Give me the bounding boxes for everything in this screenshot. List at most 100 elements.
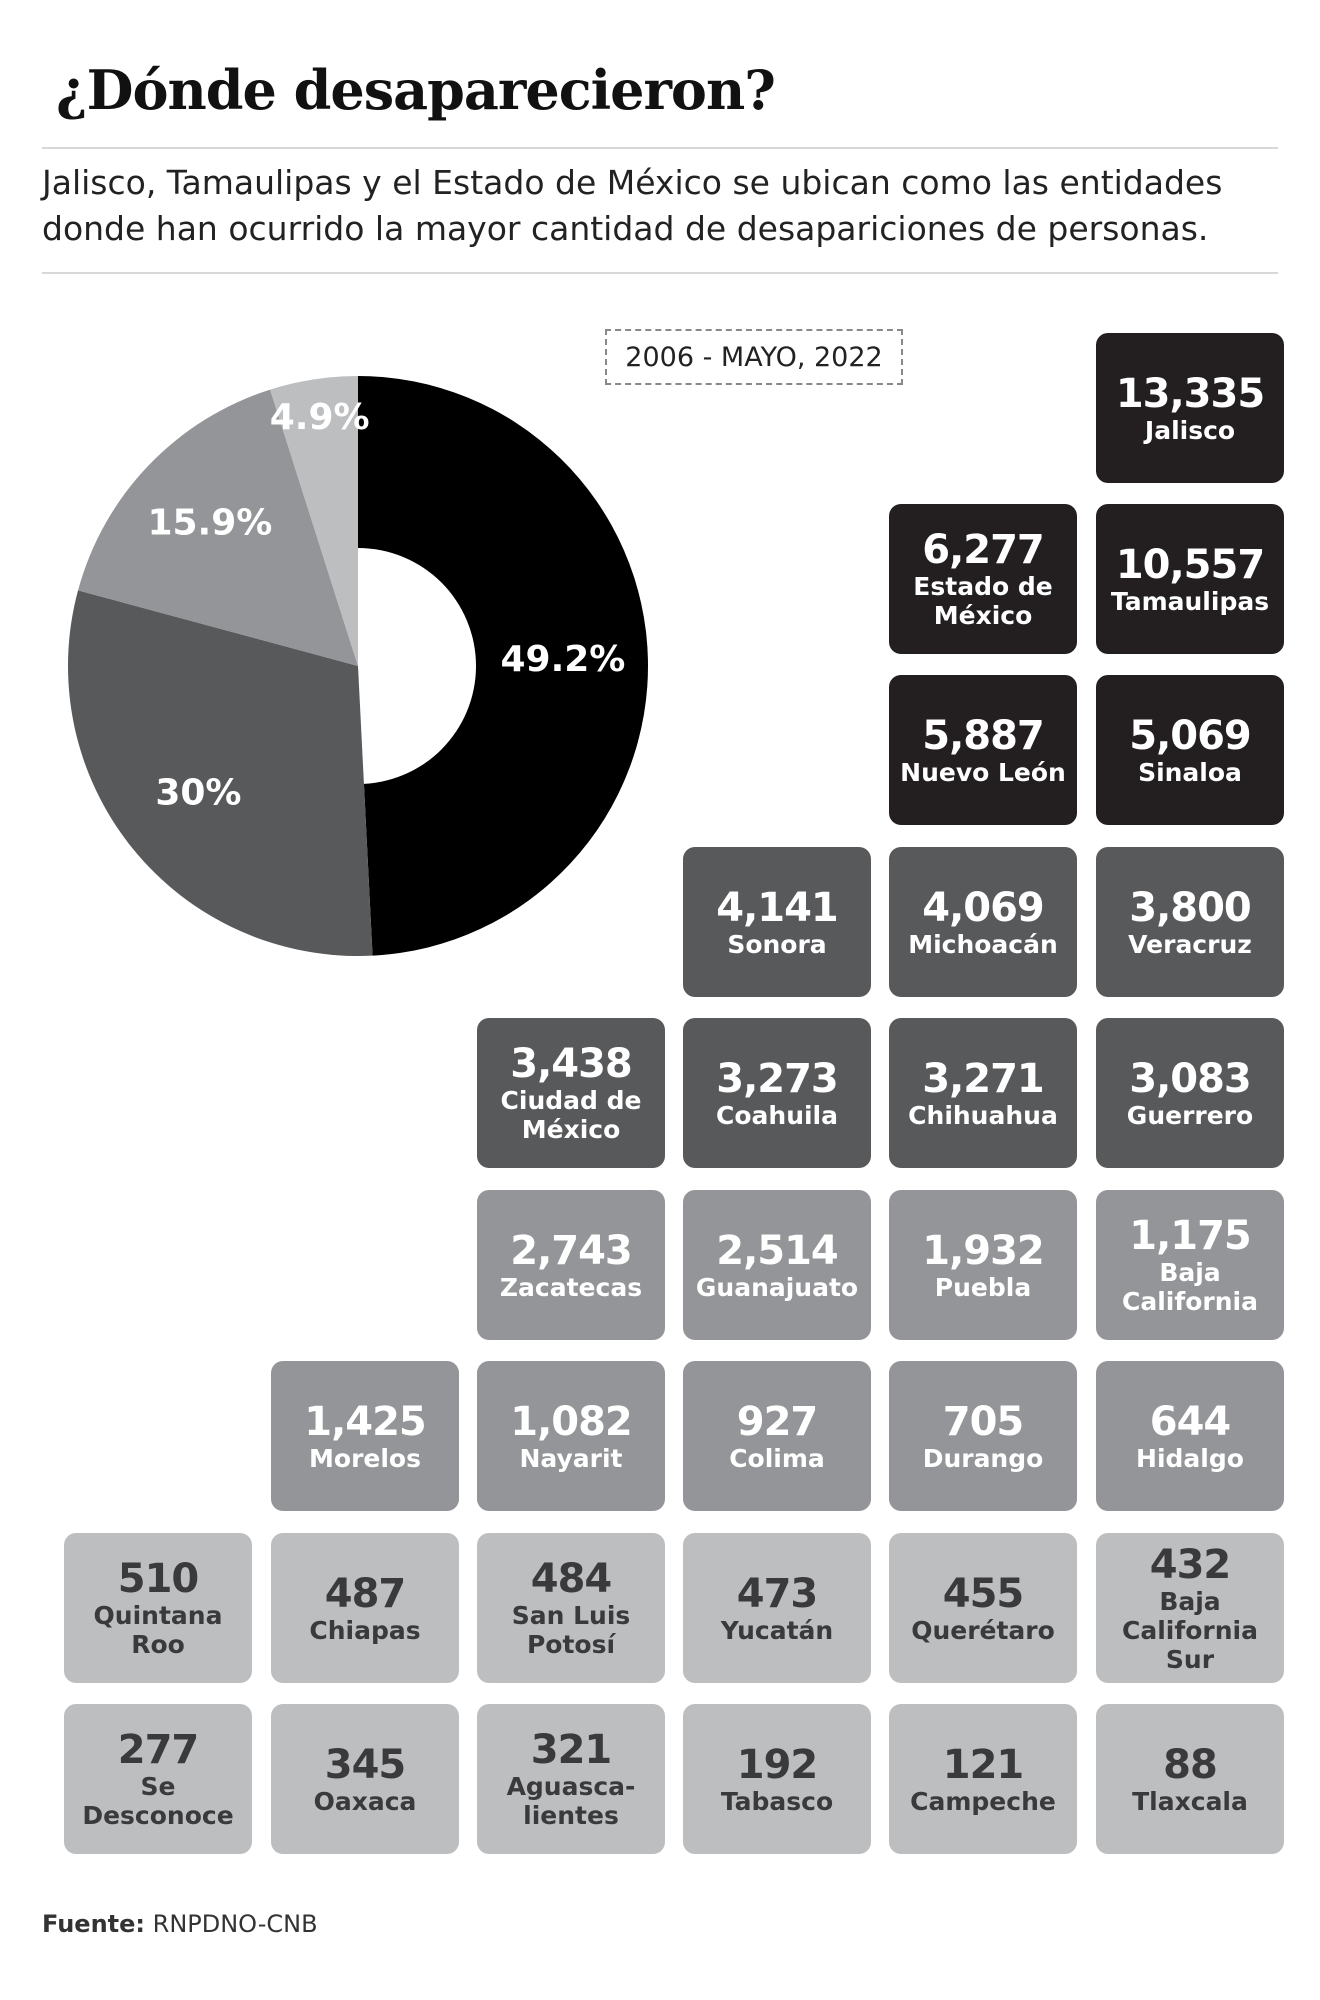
state-name: Hidalgo	[1136, 1443, 1244, 1473]
subtitle: Jalisco, Tamaulipas y el Estado de Méxic…	[42, 163, 1223, 248]
state-name: Tamaulipas	[1110, 586, 1270, 616]
state-value: 4,141	[716, 884, 839, 931]
state-value: 345	[324, 1741, 406, 1788]
state-tile: 3,271 Chihuahua	[889, 1018, 1077, 1168]
state-tile: 5,069 Sinaloa	[1096, 675, 1284, 825]
state-value: 2,743	[510, 1227, 633, 1274]
state-name: Aguasca-lientes	[506, 1772, 636, 1830]
state-tile: 927 Colima	[683, 1361, 871, 1511]
state-name: Oaxaca	[313, 1786, 417, 1816]
state-tile: 510 Quintana Roo	[64, 1533, 252, 1683]
state-value: 3,271	[922, 1055, 1045, 1102]
donut-slice	[68, 590, 373, 956]
state-tile: 4,141 Sonora	[683, 847, 871, 997]
state-tile: 455 Querétaro	[889, 1533, 1077, 1683]
state-tile: 432 Baja California Sur	[1096, 1533, 1284, 1683]
state-tile: 1,932 Puebla	[889, 1190, 1077, 1340]
state-tile: 3,800 Veracruz	[1096, 847, 1284, 997]
state-name: Puebla	[934, 1272, 1032, 1302]
state-tile: 1,175 Baja California	[1096, 1190, 1284, 1340]
state-name: Tabasco	[720, 1786, 834, 1816]
state-value: 432	[1149, 1541, 1231, 1588]
state-tile: 121 Campeche	[889, 1704, 1077, 1854]
state-name: Nuevo León	[900, 757, 1066, 787]
state-tile: 321 Aguasca-lientes	[477, 1704, 665, 1854]
state-value: 1,932	[922, 1227, 1045, 1274]
state-tile: 3,083 Guerrero	[1096, 1018, 1284, 1168]
state-value: 121	[942, 1741, 1024, 1788]
state-name: Guanajuato	[695, 1272, 859, 1302]
state-value: 484	[530, 1556, 612, 1602]
state-tile: 3,273 Coahuila	[683, 1018, 871, 1168]
state-name: Morelos	[309, 1443, 421, 1473]
state-tile: 473 Yucatán	[683, 1533, 871, 1683]
state-value: 487	[324, 1570, 406, 1617]
state-tile: 10,557 Tamaulipas	[1096, 504, 1284, 654]
state-value: 13,335	[1115, 370, 1265, 417]
state-tile: 345 Oaxaca	[271, 1704, 459, 1854]
page-title: ¿Dónde desaparecieron?	[56, 58, 776, 122]
state-tile: 277 Se Desconoce	[64, 1704, 252, 1854]
source-value: RNPDNO-CNB	[152, 1910, 318, 1938]
state-name: Colima	[729, 1443, 825, 1473]
state-value: 3,273	[716, 1055, 839, 1102]
state-name: Ciudad de México	[500, 1086, 642, 1144]
state-value: 1,082	[510, 1398, 633, 1445]
state-value: 3,438	[510, 1041, 633, 1087]
state-tile: 88 Tlaxcala	[1096, 1704, 1284, 1854]
donut-slice	[270, 376, 358, 666]
state-name: Estado de México	[913, 572, 1053, 630]
state-name: Veracruz	[1128, 929, 1252, 959]
state-tile: 2,514 Guanajuato	[683, 1190, 871, 1340]
state-name: Baja California Sur	[1122, 1586, 1258, 1674]
divider	[42, 147, 1278, 149]
state-value: 455	[942, 1570, 1024, 1617]
state-tile: 644 Hidalgo	[1096, 1361, 1284, 1511]
state-value: 705	[942, 1398, 1024, 1445]
state-name: Chiapas	[309, 1615, 421, 1645]
donut-slice	[358, 376, 648, 956]
state-name: Chihuahua	[908, 1100, 1058, 1130]
state-name: San Luis Potosí	[511, 1601, 631, 1659]
state-name: Michoacán	[908, 929, 1058, 959]
state-value: 321	[530, 1727, 612, 1773]
state-name: Yucatán	[720, 1615, 834, 1645]
state-value: 88	[1163, 1741, 1218, 1788]
slice-label: 49.2%	[500, 639, 625, 680]
state-value: 644	[1149, 1398, 1231, 1445]
state-tile: 6,277 Estado de México	[889, 504, 1077, 654]
slice-label: 15.9%	[147, 502, 272, 543]
state-value: 1,175	[1129, 1213, 1252, 1259]
state-tile: 1,425 Morelos	[271, 1361, 459, 1511]
state-tile: 2,743 Zacatecas	[477, 1190, 665, 1340]
period-label: 2006 - MAYO, 2022	[605, 329, 903, 385]
state-value: 6,277	[922, 527, 1045, 573]
state-tile: 705 Durango	[889, 1361, 1077, 1511]
state-name: Coahuila	[716, 1100, 838, 1130]
state-name: Sinaloa	[1138, 757, 1242, 787]
source-label: Fuente:	[42, 1910, 145, 1938]
state-tile: 13,335 Jalisco	[1096, 333, 1284, 483]
state-name: Quintana Roo	[93, 1601, 223, 1659]
donut-slice	[78, 389, 359, 666]
state-value: 5,887	[922, 712, 1045, 759]
state-value: 2,514	[716, 1227, 839, 1274]
state-name: Baja California	[1122, 1258, 1258, 1316]
state-name: Campeche	[910, 1786, 1056, 1816]
state-value: 3,083	[1129, 1055, 1252, 1102]
state-name: Tlaxcala	[1132, 1786, 1248, 1816]
state-value: 473	[736, 1570, 818, 1617]
state-name: Querétaro	[911, 1615, 1055, 1645]
state-value: 277	[117, 1727, 199, 1773]
state-value: 3,800	[1129, 884, 1252, 931]
state-tile: 4,069 Michoacán	[889, 847, 1077, 997]
state-tile: 484 San Luis Potosí	[477, 1533, 665, 1683]
state-name: Guerrero	[1126, 1100, 1254, 1130]
state-name: Jalisco	[1144, 415, 1236, 445]
donut-chart: 49.2% 30% 15.9% 4.9%	[68, 376, 648, 956]
state-value: 4,069	[922, 884, 1045, 931]
state-value: 192	[736, 1741, 818, 1788]
state-tile: 3,438 Ciudad de México	[477, 1018, 665, 1168]
state-value: 10,557	[1115, 541, 1265, 588]
state-tile: 5,887 Nuevo León	[889, 675, 1077, 825]
